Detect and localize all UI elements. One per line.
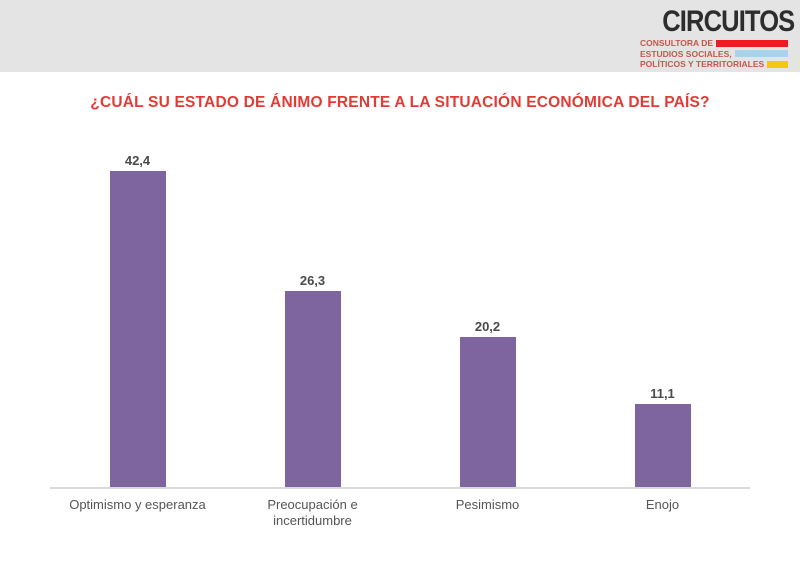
bar-column: 42,4: [50, 153, 225, 487]
category-label: Optimismo y esperanza: [69, 497, 206, 512]
brand-color-bar: [767, 60, 788, 68]
bar-value-label: 26,3: [299, 273, 326, 289]
brand-color-bar: [716, 39, 788, 47]
chart-title: ¿CUÁL SU ESTADO DE ÁNIMO FRENTE A LA SIT…: [90, 94, 710, 111]
brand-logo: CIRCUITOS CONSULTORA DE ESTUDIOS SOCIALES…: [640, 5, 795, 69]
header-strip: CIRCUITOS CONSULTORA DE ESTUDIOS SOCIALES…: [0, 0, 800, 72]
bar: [109, 171, 166, 487]
bar-value-label: 20,2: [474, 318, 501, 334]
brand-name: CIRCUITOS: [662, 5, 795, 38]
brand-tagline-text: ESTUDIOS SOCIALES,: [640, 48, 732, 59]
plot-area: 42,4 26,3 20,2 11,1: [50, 153, 750, 489]
bar: [284, 291, 341, 487]
category-label: Pesimismo: [455, 497, 520, 512]
bar-column: 26,3: [225, 273, 400, 487]
brand-tagline-row: ESTUDIOS SOCIALES,: [640, 48, 788, 59]
bar: [459, 336, 516, 487]
brand-tagline-text: POLÍTICOS Y TERRITORIALES: [640, 59, 765, 69]
brand-tagline-row: CONSULTORA DE: [640, 39, 788, 48]
brand-tagline-text: CONSULTORA DE: [640, 38, 714, 48]
brand-tagline-row: POLÍTICOS Y TERRITORIALES: [640, 60, 788, 69]
category-axis: Optimismo y esperanza Preocupación e ince…: [50, 489, 750, 530]
bar: [634, 404, 691, 487]
category-label: Preocupación e incertidumbre: [267, 497, 358, 529]
bar-column: 20,2: [400, 319, 575, 487]
brand-color-bar: [734, 50, 788, 58]
category-label: Enojo: [645, 497, 680, 512]
brand-taglines: CONSULTORA DE ESTUDIOS SOCIALES, POLÍTICOS…: [640, 39, 788, 69]
bar-chart: 42,4 26,3 20,2 11,1 Optimismo y esperanza Pr…: [50, 153, 750, 530]
bar-column: 11,1: [575, 386, 750, 487]
bar-value-label: 11,1: [650, 386, 675, 402]
bar-value-label: 42,4: [124, 153, 151, 169]
